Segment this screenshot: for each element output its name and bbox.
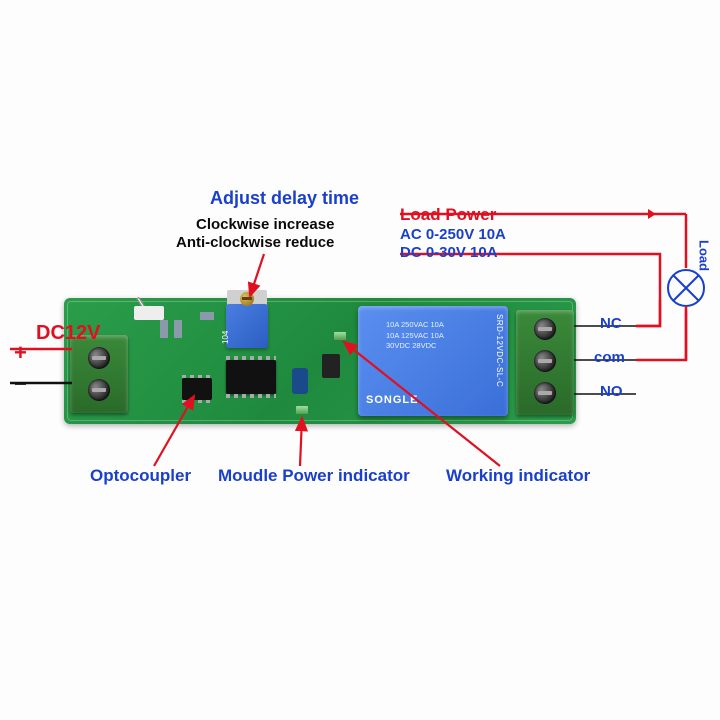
module-power-label: Moudle Power indicator	[218, 466, 410, 486]
connector	[134, 306, 164, 320]
potentiometer: 104	[226, 304, 268, 348]
load-power-ac: AC 0-250V 10A	[400, 226, 506, 244]
resistor	[174, 320, 182, 338]
pin-com-label: com	[594, 349, 625, 367]
input-plus: +	[14, 340, 27, 366]
capacitor	[292, 368, 308, 394]
terminal-screw	[88, 347, 110, 369]
load-power-title: Load Power	[400, 205, 496, 225]
relay-component: 10A 250VAC 10A10A 125VAC 10A30VDC 28VDC …	[358, 306, 508, 416]
input-minus: −	[14, 371, 27, 397]
terminal-screw	[88, 379, 110, 401]
timer-ic	[226, 360, 276, 394]
input-terminal-block	[70, 335, 128, 413]
pin-nc-label: NC	[600, 315, 622, 333]
adjust-delay-title: Adjust delay time	[210, 188, 359, 210]
working-led	[334, 332, 346, 340]
pot-marking: 104	[221, 331, 230, 344]
clockwise-label: Clockwise increase	[196, 216, 334, 234]
anticlockwise-label: Anti-clockwise reduce	[176, 234, 334, 252]
optocoupler-component	[182, 378, 212, 400]
resistor	[200, 312, 214, 320]
load-power-dc: DC 0-30V 10A	[400, 244, 498, 262]
output-terminal-block	[516, 310, 574, 415]
relay-model-label: SRD-12VDC-SL-C	[495, 314, 504, 387]
terminal-screw	[534, 382, 556, 404]
terminal-screw	[534, 350, 556, 372]
working-indicator-label: Working indicator	[446, 466, 590, 486]
module-power-led	[296, 406, 308, 414]
load-label-text: Load	[696, 240, 712, 271]
resistor	[160, 320, 168, 338]
transistor	[322, 354, 340, 378]
input-voltage-label: DC12V	[36, 321, 100, 345]
relay-specs: 10A 250VAC 10A10A 125VAC 10A30VDC 28VDC	[386, 320, 444, 352]
diagram-canvas: 10A 250VAC 10A10A 125VAC 10A30VDC 28VDC …	[0, 0, 720, 720]
relay-brand-label: SONGLE	[366, 394, 418, 406]
pin-no-label: NO	[600, 383, 623, 401]
optocoupler-label: Optocoupler	[90, 466, 191, 486]
terminal-screw	[534, 318, 556, 340]
potentiometer-adjust-screw	[240, 292, 254, 306]
